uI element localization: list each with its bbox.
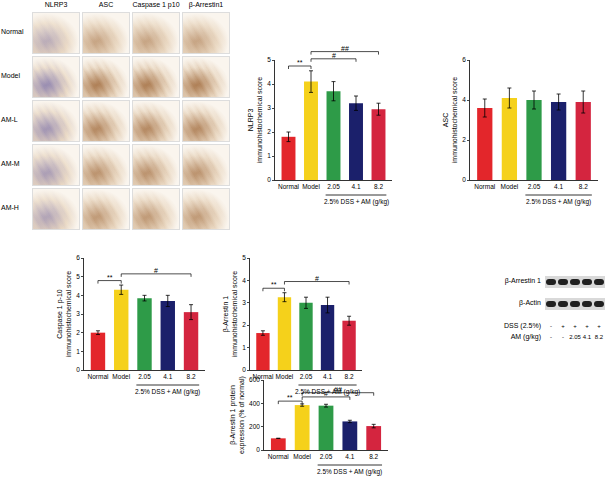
svg-text:2: 2: [76, 329, 80, 336]
svg-text:1: 1: [267, 152, 271, 159]
svg-text:Caspase 1 p-10immunohistochemi: Caspase 1 p-10immunohistochemical score: [56, 271, 72, 357]
svg-text:2.5% DSS + AM (g/kg): 2.5% DSS + AM (g/kg): [317, 468, 382, 476]
html-text:ASC: ASC: [98, 1, 114, 8]
svg-text:2.5% DSS + AM (g/kg): 2.5% DSS + AM (g/kg): [526, 198, 591, 206]
svg-text:8.2: 8.2: [579, 183, 588, 190]
svg-text:#: #: [332, 52, 336, 59]
svg-text:8.2: 8.2: [187, 373, 196, 380]
svg-text:2.05: 2.05: [528, 183, 541, 190]
html-text:AM (g/kg): AM (g/kg): [510, 333, 541, 340]
svg-text:2.5% DSS + AM (g/kg): 2.5% DSS + AM (g/kg): [295, 388, 360, 396]
svg-text:Model: Model: [501, 183, 519, 190]
svg-text:Normal: Normal: [252, 373, 274, 380]
svg-text:Normal: Normal: [278, 183, 300, 190]
svg-text:0: 0: [76, 366, 80, 373]
html-text:β-Arrestin 1: β-Arrestin 1: [504, 277, 541, 284]
html-text:AM-H: AM-H: [1, 204, 19, 211]
svg-text:#: #: [315, 275, 319, 282]
svg-text:1: 1: [76, 348, 80, 355]
svg-text:4: 4: [462, 96, 466, 103]
html-text:DSS (2.5%): DSS (2.5%): [504, 322, 541, 329]
svg-text:8.2: 8.2: [374, 183, 383, 190]
html-text:AM-M: AM-M: [1, 160, 20, 167]
svg-text:5: 5: [242, 254, 246, 261]
svg-text:Model: Model: [112, 373, 130, 380]
html-text:NLRP3: NLRP3: [44, 1, 68, 8]
svg-text:0: 0: [462, 176, 466, 183]
svg-text:5: 5: [76, 273, 80, 280]
svg-text:1: 1: [242, 344, 246, 351]
svg-text:Model: Model: [276, 373, 294, 380]
svg-text:8.2: 8.2: [369, 453, 378, 460]
svg-text:4.1: 4.1: [554, 183, 563, 190]
html-text:AM-L: AM-L: [1, 116, 18, 123]
html-text:β-Arrestin1: β-Arrestin1: [188, 1, 224, 8]
html-text:β-Actin: β-Actin: [519, 299, 541, 306]
svg-text:Model: Model: [302, 183, 320, 190]
html-text:2.05 4.1 8.2: 2.05 4.1 8.2: [569, 334, 604, 340]
svg-text:3: 3: [267, 104, 271, 111]
svg-text:6: 6: [462, 56, 466, 63]
svg-text:4: 4: [267, 80, 271, 87]
svg-text:##: ##: [341, 45, 349, 52]
svg-text:2.05: 2.05: [300, 373, 313, 380]
svg-text:Normal: Normal: [474, 183, 496, 190]
svg-text:β-Arrestin 1immunohistochemica: β-Arrestin 1immunohistochemical score: [222, 271, 238, 357]
svg-text:**: **: [271, 281, 277, 288]
svg-text:0: 0: [242, 366, 246, 373]
svg-text:#: #: [324, 390, 328, 397]
svg-text:600: 600: [249, 376, 260, 383]
svg-text:Normal: Normal: [87, 373, 109, 380]
svg-text:##: ##: [334, 386, 342, 393]
svg-text:**: **: [107, 274, 113, 281]
svg-text:2.5% DSS + AM (g/kg): 2.5% DSS + AM (g/kg): [135, 388, 200, 396]
svg-text:Normal: Normal: [268, 453, 290, 460]
svg-text:3: 3: [242, 299, 246, 306]
html-text:Normal: Normal: [1, 28, 24, 35]
svg-text:4.1: 4.1: [351, 183, 360, 190]
svg-text:2.05: 2.05: [327, 183, 340, 190]
svg-text:2.5% DSS + AM (g/kg): 2.5% DSS + AM (g/kg): [324, 198, 389, 206]
svg-text:#: #: [154, 267, 158, 274]
svg-text:3: 3: [76, 310, 80, 317]
svg-text:400: 400: [249, 400, 260, 407]
svg-text:4.1: 4.1: [323, 373, 332, 380]
svg-text:4: 4: [242, 277, 246, 284]
svg-text:8.2: 8.2: [345, 373, 354, 380]
svg-text:200: 200: [249, 423, 260, 430]
svg-text:**: **: [287, 394, 293, 401]
svg-text:4.1: 4.1: [163, 373, 172, 380]
svg-text:4.1: 4.1: [345, 453, 354, 460]
svg-text:NLRP3immunohistochemical score: NLRP3immunohistochemical score: [247, 77, 263, 163]
svg-text:0: 0: [256, 446, 260, 453]
svg-text:2: 2: [242, 321, 246, 328]
html-text:Caspase 1 p10: Caspase 1 p10: [132, 1, 180, 8]
svg-text:2.05: 2.05: [320, 453, 333, 460]
svg-text:0: 0: [267, 176, 271, 183]
svg-text:2: 2: [462, 136, 466, 143]
svg-text:Model: Model: [293, 453, 311, 460]
svg-text:ASCimmunohistochemical score: ASCimmunohistochemical score: [442, 77, 458, 163]
svg-text:β-Arrestin 1 proteinexpression: β-Arrestin 1 proteinexpression (% of nor…: [229, 376, 246, 454]
svg-text:5: 5: [267, 56, 271, 63]
html-text:Model: Model: [1, 72, 21, 79]
svg-text:4: 4: [76, 292, 80, 299]
svg-text:2.05: 2.05: [138, 373, 151, 380]
svg-text:**: **: [297, 59, 303, 66]
svg-text:6: 6: [76, 254, 80, 261]
svg-text:2: 2: [267, 128, 271, 135]
